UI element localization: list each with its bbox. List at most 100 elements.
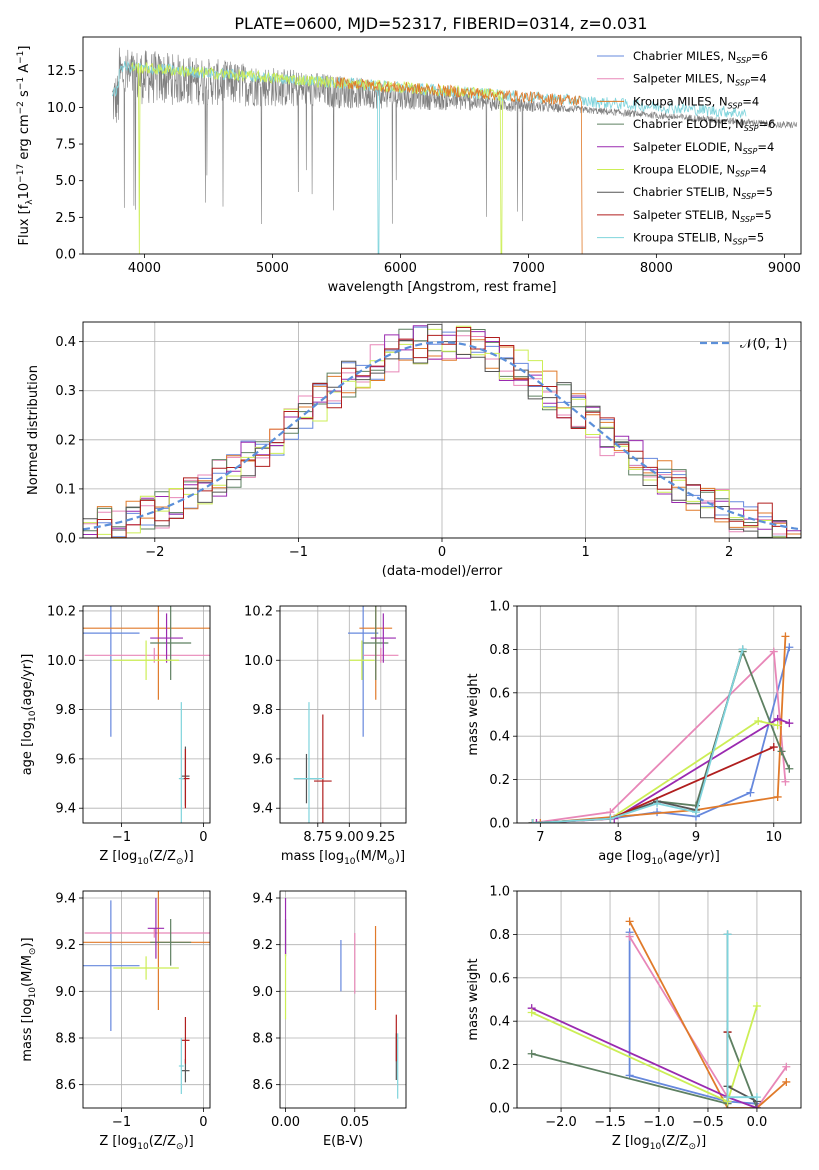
weight-marker	[785, 764, 794, 773]
y-tick-label: 7.5	[55, 138, 76, 153]
axes-frame	[82, 321, 802, 539]
y-tick-label: 0.0	[55, 532, 76, 547]
weight-line	[532, 649, 787, 823]
y-tick-label: 8.8	[252, 1032, 273, 1047]
panel-mass-vs-EBV: 0.00 0.05 8.6 8.8 9.0 9.2 9.4 E(B-V)	[252, 890, 407, 1149]
weight-marker	[752, 1093, 761, 1102]
legend: Chabrier MILES, NSSP=6 Salpeter MILES, NS…	[597, 49, 775, 247]
figure-title: PLATE=0600, MJD=52317, FIBERID=0314, z=0…	[234, 14, 647, 33]
y-tick-label: 0.4	[55, 335, 76, 350]
x-tick-label: 0	[199, 830, 207, 845]
y-tick-label: 0.8	[489, 643, 510, 658]
y-tick-label: 9.0	[55, 985, 76, 1000]
x-tick-label: 0.05	[340, 1115, 369, 1130]
x-tick-label: 1	[581, 545, 589, 560]
normal-curve	[83, 341, 801, 531]
y-tick-label: 5.0	[55, 174, 76, 189]
weight-line	[531, 1007, 758, 1108]
weight-line	[536, 717, 790, 823]
x-tick-label: −1.0	[643, 1115, 675, 1130]
weight-marker	[773, 721, 782, 730]
axes-frame	[516, 890, 802, 1109]
x-tick-label: 8000	[640, 261, 673, 276]
weight-marker	[653, 799, 662, 808]
panel-mass-weight-vs-Z: −2.0 −1.5 −1.0 −0.5 0.0 0.0 0.2 0.4 0.6 0.8 1.0 Z […	[466, 885, 802, 1152]
legend-entry: Kroupa ELODIE, NSSP=4	[633, 163, 767, 179]
y-tick-label: 9.6	[55, 752, 76, 767]
y-tick-label: 1.0	[489, 885, 510, 900]
legend-entry: Kroupa MILES, NSSP=4	[633, 94, 759, 110]
y-tick-label: 0.3	[55, 384, 76, 399]
y-tick-label: 12.5	[47, 64, 76, 79]
y-tick-label: 9.8	[252, 703, 273, 718]
panel-mass-vs-Z: −1 0 8.6 8.8 9.0 9.2 9.4 Z [log10​(Z/Z⊙​)] mass …	[20, 890, 211, 1152]
weight-marker	[785, 643, 794, 652]
panel-mass-weight-vs-age: 7 8 9 10 0.0 0.2 0.4 0.6 0.8 1.0 age [log10​(age/y…	[466, 600, 802, 867]
weight-marker	[773, 792, 782, 801]
y-tick-label: 0.0	[55, 248, 76, 263]
plot-area	[83, 891, 210, 1108]
panel-spectrum: 4000 5000 6000 7000 8000 9000 0.0 2.5 5.0 7.5 10.0…	[16, 36, 802, 295]
y-tick-label: 2.5	[55, 211, 76, 226]
x-tick-label: −1.5	[594, 1115, 626, 1130]
y-tick-label: 9.6	[252, 752, 273, 767]
legend-entry: Salpeter ELODIE, NSSP=4	[633, 140, 774, 156]
y-axis-label: mass weight	[466, 673, 481, 755]
y-tick-label: 0.6	[489, 971, 510, 986]
panel-residual-histogram: −2 −1 0 1 2 0.0 0.1 0.2 0.3 0.4 (data-model)/error…	[26, 321, 802, 579]
y-tick-label: 10.2	[244, 604, 273, 619]
legend-entry: Salpeter STELIB, NSSP=5	[633, 208, 772, 224]
weight-marker	[691, 808, 700, 817]
histogram-step	[83, 323, 801, 538]
axes-frame	[82, 36, 802, 255]
legend-entry: Kroupa STELIB, NSSP=5	[633, 231, 764, 247]
x-axis-label: wavelength [Angstrom, rest frame]	[328, 280, 557, 295]
x-tick-label: 9.00	[335, 830, 364, 845]
y-axis-label: Flux [fλ​10−17​ erg cm−2​ s−1​ A−1​]	[16, 46, 35, 246]
y-tick-label: 9.4	[252, 802, 273, 817]
x-tick-label: 8.75	[303, 830, 332, 845]
weight-line	[726, 934, 757, 1099]
axes-frame	[82, 605, 211, 824]
weight-marker	[782, 1062, 791, 1071]
x-tick-label: −1	[112, 1115, 131, 1130]
x-tick-label: 10	[765, 830, 782, 845]
spectrum-model-line	[336, 76, 583, 254]
weight-line	[531, 1005, 758, 1103]
weight-marker	[746, 788, 755, 797]
weight-marker	[536, 819, 545, 823]
x-axis-label: Z [log10​(Z/Z⊙​)]	[99, 849, 193, 867]
y-tick-label: 9.4	[252, 892, 273, 907]
x-tick-label: 2	[725, 545, 733, 560]
weight-line	[628, 920, 787, 1108]
legend-entry: 𝒩(0, 1)	[740, 337, 787, 352]
weight-marker	[723, 930, 732, 939]
y-tick-label: 0.0	[489, 817, 510, 832]
weight-marker	[769, 743, 778, 752]
y-tick-label: 0.0	[489, 1102, 510, 1117]
weight-marker	[769, 647, 778, 656]
x-axis-label: mass [log10​(M/M⊙​)]	[281, 849, 405, 867]
x-tick-label: 0.0	[747, 1115, 768, 1130]
y-tick-label: 9.2	[252, 938, 273, 953]
weight-marker	[723, 1093, 732, 1102]
y-tick-label: 8.8	[55, 1032, 76, 1047]
x-tick-label: 7000	[512, 261, 545, 276]
weight-marker	[527, 1049, 536, 1058]
y-tick-label: 0.2	[489, 773, 510, 788]
y-tick-label: 1.0	[489, 600, 510, 615]
x-tick-label: −2	[145, 545, 164, 560]
y-tick-label: 0.2	[55, 433, 76, 448]
weight-marker	[532, 819, 541, 823]
plot-area	[517, 606, 801, 823]
weight-marker	[528, 819, 537, 823]
y-tick-label: 8.6	[55, 1078, 76, 1093]
y-tick-label: 0.1	[55, 482, 76, 497]
spectrum-model-line	[131, 61, 503, 254]
y-tick-label: 0.8	[489, 928, 510, 943]
x-tick-label: −1	[112, 830, 131, 845]
x-tick-label: 8	[614, 830, 622, 845]
axes-frame	[82, 890, 211, 1109]
plot-area	[83, 606, 210, 823]
